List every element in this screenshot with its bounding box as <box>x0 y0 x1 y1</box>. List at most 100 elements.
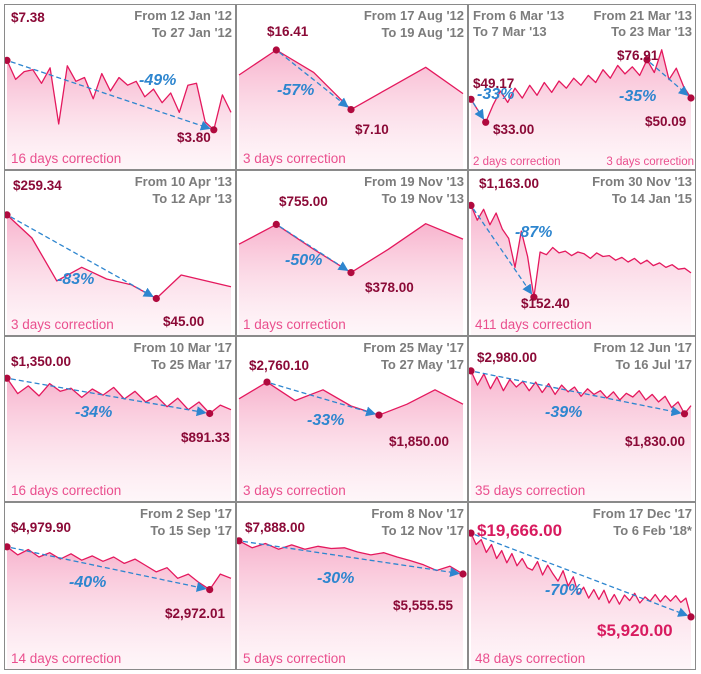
price-chart: From 17 Aug '12 To 19 Aug '12 $16.41 $7.10 -… <box>238 8 464 169</box>
end-price: $2,972.01 <box>165 606 226 621</box>
from-label: From 8 Nov '17 <box>371 506 464 521</box>
price-marker <box>459 570 467 578</box>
pct: -49% <box>139 72 176 89</box>
footer: 2 days correction <box>473 156 561 168</box>
from-label: From 12 Jun '17 <box>594 340 692 355</box>
to-label: To 19 Aug '12 <box>381 25 464 40</box>
end-price: $5,920.00 <box>597 621 673 640</box>
price-marker <box>206 409 214 418</box>
end-price: $5,555.55 <box>393 598 454 613</box>
chart-panel: From 10 Mar '17 To 25 Mar '17 $1,350.00 $89… <box>4 336 236 502</box>
from-label: From 2 Sep '17 <box>140 506 232 521</box>
price-line <box>470 205 692 298</box>
price-area <box>239 382 463 501</box>
price-marker <box>375 411 383 419</box>
price-line <box>238 381 464 416</box>
end-price: $45.00 <box>163 314 204 329</box>
price-line <box>6 377 232 415</box>
price-chart: From 2 Sep '17 To 15 Sep '17 $4,979.90 $2,9… <box>5 506 232 669</box>
trend-arrow <box>242 540 461 578</box>
price-area <box>471 49 691 169</box>
to-label-2: To 23 Mar '13 <box>611 24 692 39</box>
price-chart: From 25 May '17 To 27 May '17 $2,760.10 $1,… <box>238 340 464 501</box>
end-price: $7.10 <box>355 122 389 137</box>
end-price: $33.00 <box>493 122 534 137</box>
price-marker <box>643 56 651 64</box>
price-line <box>238 540 464 575</box>
price-marker <box>210 126 218 134</box>
end-price: $891.33 <box>181 430 230 445</box>
footer: 3 days correction <box>11 317 114 332</box>
from-label: From 10 Apr '13 <box>135 174 232 189</box>
start-price: $7.38 <box>11 10 45 25</box>
chart-panel: From 17 Aug '12 To 19 Aug '12 $16.41 $7.10 -… <box>236 4 468 170</box>
price-line <box>470 49 692 123</box>
pct: -70% <box>545 582 582 599</box>
footer: 16 days correction <box>11 483 121 498</box>
price-marker <box>347 269 355 277</box>
pct: -33% <box>307 412 344 429</box>
chart-panel: From 30 Nov '13 To 14 Jan '15 $1,163.00 $15… <box>468 170 696 336</box>
pct: -50% <box>285 252 322 269</box>
trend-arrow <box>472 208 533 295</box>
price-line <box>6 214 232 300</box>
price-line <box>470 370 692 415</box>
price-line <box>470 532 692 618</box>
to-label: To 7 Mar '13 <box>473 24 547 39</box>
price-marker <box>272 220 280 228</box>
to-label: To 12 Apr '13 <box>152 191 232 206</box>
price-marker <box>152 294 160 303</box>
start-price: $755.00 <box>279 194 328 209</box>
start-price: $7,888.00 <box>245 520 305 535</box>
trend-arrow <box>10 378 207 417</box>
to-label: To 27 May '17 <box>381 357 464 372</box>
price-marker <box>237 537 243 545</box>
chart-panel: From 17 Dec '17 To 6 Feb '18* $19,666.00 $5… <box>468 502 696 670</box>
price-marker <box>206 586 214 594</box>
price-area <box>7 378 231 501</box>
trend-arrow <box>472 102 485 120</box>
footer: 3 days correction <box>243 483 346 498</box>
price-marker <box>347 106 355 114</box>
start-price-2: $76.91 <box>617 48 659 63</box>
to-label: To 25 Mar '17 <box>151 357 232 372</box>
pct: -87% <box>515 224 552 241</box>
price-marker <box>5 374 11 382</box>
pct-2: -35% <box>619 88 656 105</box>
price-chart: From 12 Jun '17 To 16 Jul '17 $2,980.00 $1,… <box>469 340 692 501</box>
start-price: $2,980.00 <box>477 350 537 365</box>
footer: 3 days correction <box>243 151 346 166</box>
pct: -30% <box>317 570 354 587</box>
chart-panel: From 12 Jan '12 To 27 Jan '12 $7.38 $3.80 -4… <box>4 4 236 170</box>
footer: 16 days correction <box>11 151 121 166</box>
end-price-2: $50.09 <box>645 114 686 129</box>
price-chart: From 10 Mar '17 To 25 Mar '17 $1,350.00 $89… <box>5 340 232 501</box>
end-price: $3.80 <box>177 130 211 145</box>
chart-panel: From 6 Mar '13 To 7 Mar '13 From 21 Mar '1… <box>468 4 696 170</box>
to-label: To 12 Nov '17 <box>382 523 464 538</box>
price-area <box>7 546 231 669</box>
footer: 411 days correction <box>475 317 592 332</box>
price-marker <box>469 367 475 375</box>
price-marker <box>469 201 475 209</box>
start-price: $19,666.00 <box>477 521 562 540</box>
end-price: $1,850.00 <box>389 434 449 449</box>
start-price: $2,760.10 <box>249 358 309 373</box>
start-price: $49.17 <box>473 76 514 91</box>
trend-arrow <box>10 216 154 297</box>
price-marker <box>680 410 689 418</box>
price-marker <box>530 293 538 301</box>
price-chart: From 10 Apr '13 To 12 Apr '13 $259.34 $45.0… <box>5 174 232 335</box>
start-price: $1,350.00 <box>11 354 71 369</box>
chart-panel: From 10 Apr '13 To 12 Apr '13 $259.34 $45.0… <box>4 170 236 336</box>
to-label: To 16 Jul '17 <box>615 357 692 372</box>
chart-panel: From 2 Sep '17 To 15 Sep '17 $4,979.90 $2,9… <box>4 502 236 670</box>
from-label-2: From 21 Mar '13 <box>594 8 692 23</box>
footer: 35 days correction <box>475 483 585 498</box>
trend-arrow <box>10 546 207 592</box>
footer: 1 days correction <box>243 317 346 332</box>
footer: 5 days correction <box>243 651 346 666</box>
from-label: From 19 Nov '13 <box>364 174 464 189</box>
to-label: To 27 Jan '12 <box>152 25 232 40</box>
